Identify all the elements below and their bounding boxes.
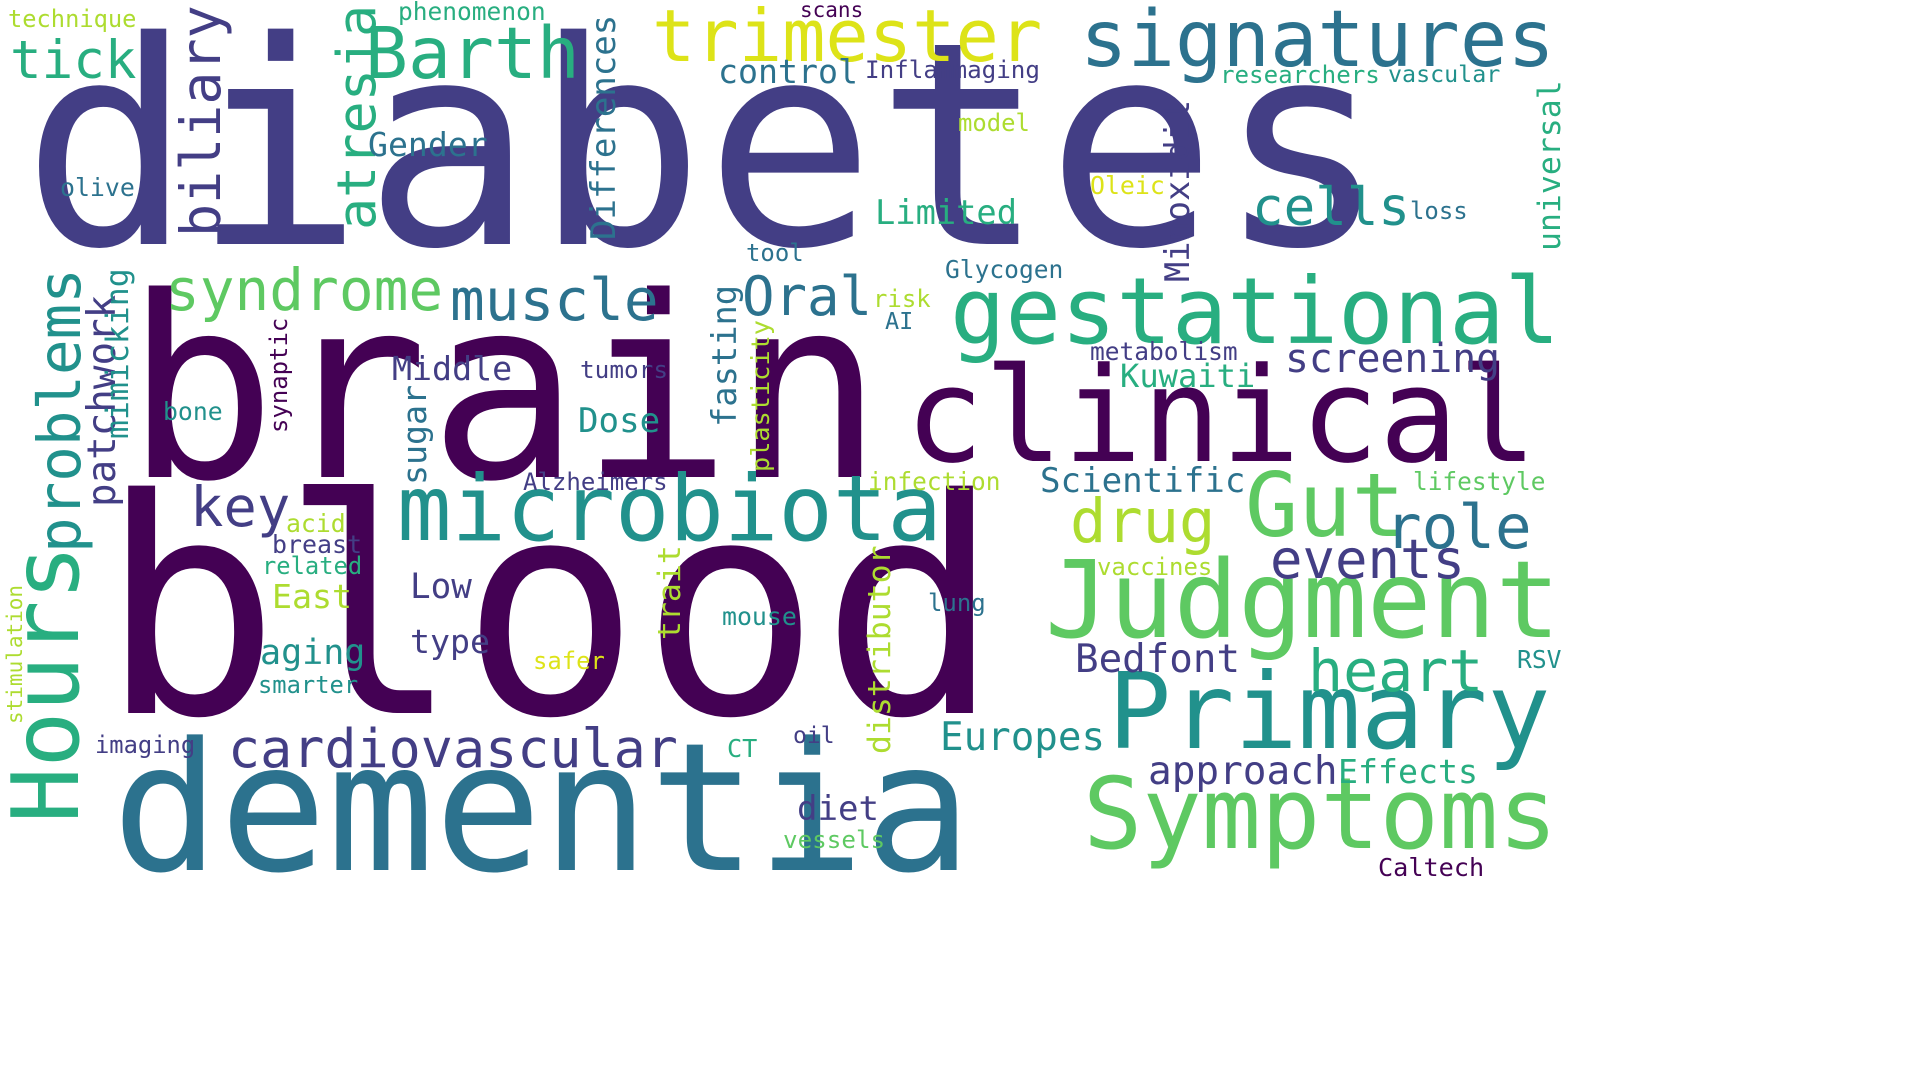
word-barth: Barth: [365, 12, 580, 95]
word-vaccines: vaccines: [1097, 553, 1213, 581]
word-limited: Limited: [875, 193, 1017, 232]
word-inflammaging: Inflammaging: [865, 56, 1040, 84]
word-acid: acid: [286, 509, 346, 538]
word-dose: Dose: [578, 401, 661, 441]
word-glycogen: Glycogen: [945, 255, 1064, 284]
word-drug: drug: [1070, 487, 1216, 557]
word-universal: universal: [1532, 80, 1568, 251]
word-screening: screening: [1285, 336, 1500, 382]
word-loss: loss: [1410, 197, 1468, 225]
word-scientific: Scientific: [1040, 461, 1246, 501]
word-heart: heart: [1308, 637, 1484, 705]
word-mimicking: mimicking: [100, 268, 136, 439]
word-technique: technique: [8, 5, 137, 33]
word-imaging: imaging: [95, 731, 196, 759]
word-trimester: trimester: [652, 0, 1043, 78]
word-risk: risk: [873, 285, 931, 313]
word-model: model: [958, 109, 1030, 137]
word-primary: Primary: [1108, 651, 1551, 773]
word-stimulation: stimulation: [3, 584, 27, 724]
word-bone: bone: [163, 397, 223, 426]
word-dementia: dementia: [112, 705, 972, 913]
word-lifestyle: lifestyle: [1413, 467, 1546, 496]
word-cardiovascular: cardiovascular: [228, 717, 678, 780]
word-metabolism: metabolism: [1090, 337, 1238, 366]
word-synaptic: synaptic: [265, 317, 293, 433]
word-safer: safer: [533, 647, 605, 675]
word-type: type: [410, 622, 491, 661]
word-phenomenon: phenomenon: [398, 0, 546, 26]
word-tool: tool: [746, 239, 804, 267]
word-muscle: muscle: [450, 266, 659, 334]
word-rsv: RSV: [1517, 645, 1562, 674]
word-diet: diet: [797, 789, 880, 829]
word-gut: Gut: [1245, 454, 1405, 557]
word-lung: lung: [928, 589, 986, 617]
word-distributor: distributor: [862, 545, 898, 754]
word-role: role: [1385, 492, 1532, 563]
word-infection: infection: [868, 467, 1001, 496]
word-olive: olive: [60, 173, 135, 202]
word-events: events: [1270, 528, 1465, 591]
word-blood: blood: [100, 435, 1001, 784]
word-oral: Oral: [742, 265, 873, 328]
word-tick: tick: [10, 30, 137, 91]
word-sugar: sugar: [395, 384, 434, 485]
word-control: control: [718, 52, 858, 91]
word-gender: Gender: [368, 125, 488, 164]
word-oil: oil: [793, 723, 835, 749]
word-breast: breast: [272, 530, 362, 559]
word-minoxidil: Minoxidil: [1157, 99, 1197, 282]
word-kuwaiti: Kuwaiti: [1120, 357, 1256, 395]
word-gestational: gestational: [950, 257, 1560, 365]
word-plasticity: plasticity: [745, 320, 775, 472]
word-researchers: researchers: [1220, 61, 1380, 89]
word-east: East: [272, 577, 353, 616]
word-diabetes: diabetes: [22, 0, 1388, 311]
word-smarter: smarter: [258, 671, 359, 699]
word-low: Low: [410, 567, 472, 607]
word-cells: cells: [1252, 177, 1411, 238]
word-ct: CT: [727, 734, 758, 763]
word-scans: scans: [800, 0, 864, 22]
word-aging: aging: [260, 633, 366, 673]
word-tumors: tumors: [580, 355, 668, 384]
word-atresia: atresia: [324, 4, 388, 230]
word-caltech: Caltech: [1378, 853, 1485, 882]
word-effects: Effects: [1338, 752, 1478, 791]
word-europes: Europes: [940, 715, 1106, 760]
word-oleic: Oleic: [1090, 171, 1165, 200]
word-bedfont: Bedfont: [1075, 637, 1241, 682]
word-ai: AI: [885, 307, 914, 335]
word-key: key: [190, 475, 291, 540]
word-clinical: clinical: [905, 339, 1538, 492]
word-approach: approach: [1148, 748, 1338, 794]
word-biliary: biliary: [168, 5, 233, 237]
word-trait: trait: [652, 545, 688, 640]
word-vessels: vessels: [783, 825, 886, 854]
word-vascular: vascular: [1388, 61, 1501, 88]
word-brain: brain: [125, 244, 884, 537]
word-fasting: fasting: [705, 284, 744, 427]
word-syndrome: syndrome: [165, 256, 444, 324]
word-related: related: [262, 552, 363, 580]
word-microbiota: microbiota: [397, 457, 942, 562]
word-mouse: mouse: [722, 602, 797, 631]
word-signatures: signatures: [1080, 0, 1555, 85]
word-symptoms: Symptoms: [1083, 758, 1558, 872]
word-judgment: Judgment: [1045, 539, 1561, 663]
word-alzheimers: Alzheimers: [523, 468, 668, 496]
word-middle: Middle: [392, 349, 513, 388]
word-differences: Differences: [584, 14, 624, 240]
